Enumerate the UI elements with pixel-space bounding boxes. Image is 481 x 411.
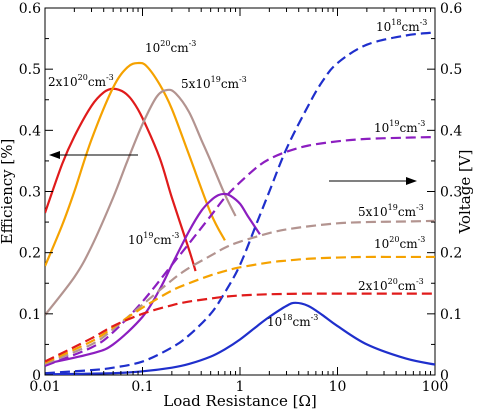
annotation-exp: 19 [388, 203, 398, 212]
annotation-unit-exp: -3 [418, 235, 426, 244]
annotation-unit-exp: -3 [418, 119, 426, 128]
y-right-tick-label: 0.6 [440, 1, 462, 17]
annotation-unit: cm [153, 233, 172, 247]
annotation-unit-exp: -3 [420, 18, 428, 27]
annotation-unit-exp: -3 [416, 203, 424, 212]
annotation-exp: 20 [389, 235, 399, 244]
annotation-unit-exp: -3 [172, 231, 180, 240]
plot-border [44, 7, 436, 376]
right-axis-arrow [329, 177, 417, 185]
series-eff-5e19 [45, 88, 237, 316]
annotation-base: 2x10 [358, 279, 388, 293]
annotation-ann-1e18-eff: 1018cm-3 [267, 313, 318, 329]
annotation-unit: cm [292, 315, 311, 329]
ticks-layer [44, 7, 436, 376]
annotation-exp: 19 [211, 75, 221, 84]
series-eff-1e18 [45, 301, 435, 375]
annotation-exp: 19 [389, 119, 399, 128]
y-right-tick-label: 0 [440, 368, 449, 384]
x-tick-label: 0.01 [29, 379, 60, 395]
annotation-ann-1e18-volt: 1018cm-3 [376, 18, 427, 34]
arrows-layer [49, 151, 417, 185]
annotation-base: 10 [267, 315, 282, 329]
annotation-base: 10 [374, 121, 389, 135]
left-axis-arrow [49, 151, 138, 159]
y-left-tick-label: 0.6 [19, 1, 41, 17]
series-layer [45, 31, 435, 375]
series-volt-2e20 [45, 292, 435, 363]
annotation-exp: 18 [391, 18, 401, 27]
y-left-tick-label: 0.5 [19, 62, 41, 78]
annotation-base: 2x10 [48, 75, 78, 89]
y-right-axis-title: Voltage [V] [456, 149, 474, 234]
annotation-exp: 20 [78, 73, 88, 82]
annotation-unit: cm [88, 75, 107, 89]
annotation-ann-1e19-volt: 1019cm-3 [374, 119, 425, 135]
annotation-unit: cm [221, 77, 240, 91]
annotation-unit: cm [399, 121, 418, 135]
annotation-unit: cm [401, 20, 420, 34]
series-eff-1e19 [45, 192, 261, 366]
annotation-ann-1e20-eff: 1020cm-3 [145, 39, 196, 55]
series-eff-1e20 [45, 61, 226, 267]
annotation-unit-exp: -3 [106, 73, 114, 82]
annotation-unit-exp: -3 [416, 277, 424, 286]
annotation-unit-exp: -3 [239, 75, 247, 84]
annotation-exp: 20 [160, 39, 170, 48]
plot-frame [44, 7, 436, 376]
y-left-tick-label: 0.3 [19, 185, 41, 201]
series-volt-1e20 [45, 255, 435, 364]
annotation-ann-2e20-eff: 2x1020cm-3 [48, 73, 114, 89]
x-axis-title: Load Resistance [Ω] [163, 392, 317, 410]
annotation-base: 10 [374, 237, 389, 251]
y-left-axis-title: Efficiency [%] [0, 139, 16, 245]
y-left-tick-label: 0.1 [19, 307, 41, 323]
annotation-unit: cm [398, 205, 417, 219]
y-left-tick-label: 0.4 [19, 123, 41, 139]
annotation-ann-2e20-volt: 2x1020cm-3 [358, 277, 424, 293]
y-left-tick-label: 0 [32, 368, 41, 384]
annotation-unit-exp: -3 [311, 313, 319, 322]
annotation-unit-exp: -3 [189, 39, 197, 48]
y-right-tick-label: 0.3 [440, 185, 462, 201]
y-right-tick-label: 0.2 [440, 246, 462, 262]
annotation-unit: cm [398, 279, 417, 293]
annotation-ann-5e19-eff: 5x1019cm-3 [181, 75, 247, 91]
x-tick-label: 0.1 [131, 379, 153, 395]
series-volt-1e19 [45, 135, 435, 367]
annotation-exp: 18 [282, 313, 292, 322]
annotation-base: 5x10 [358, 205, 388, 219]
annotation-exp: 19 [143, 231, 153, 240]
annotation-base: 5x10 [181, 77, 211, 91]
annotation-ann-1e20-volt: 1020cm-3 [374, 235, 425, 251]
x-tick-label: 1 [236, 379, 245, 395]
y-right-tick-label: 0.4 [440, 123, 462, 139]
annotation-base: 10 [145, 41, 160, 55]
annotation-unit: cm [170, 41, 189, 55]
y-right-tick-label: 0.1 [440, 307, 462, 323]
y-right-tick-label: 0.5 [440, 62, 462, 78]
annotation-base: 10 [128, 233, 143, 247]
x-tick-label: 100 [422, 379, 449, 395]
x-tick-label: 10 [329, 379, 347, 395]
annotation-base: 10 [376, 20, 391, 34]
y-left-tick-label: 0.2 [19, 246, 41, 262]
annotation-ann-5e19-volt: 5x1019cm-3 [358, 203, 424, 219]
annotations-layer: 2x1020cm-31020cm-35x1019cm-31019cm-31018… [48, 18, 427, 329]
annotation-unit: cm [399, 237, 418, 251]
annotation-ann-1e19-eff: 1019cm-3 [128, 231, 179, 247]
series-eff-2e20 [45, 87, 197, 272]
series-volt-1e18 [45, 31, 435, 375]
annotation-exp: 20 [388, 277, 398, 286]
